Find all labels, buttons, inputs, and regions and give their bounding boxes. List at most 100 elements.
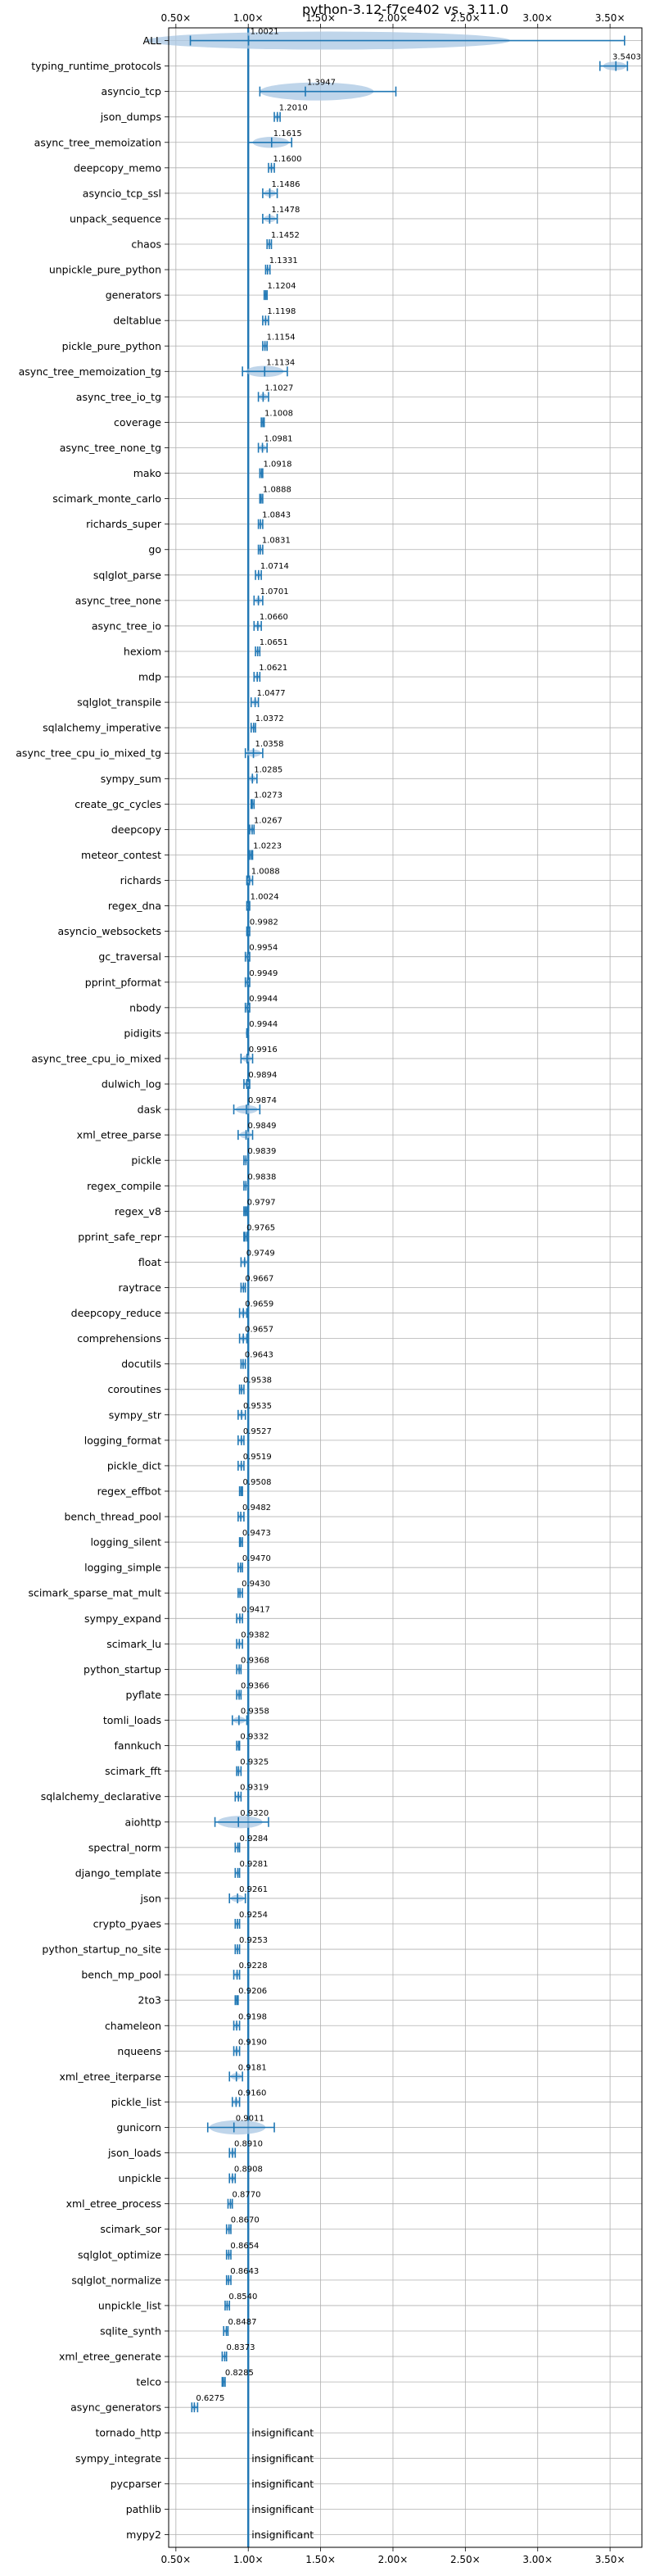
y-tick-label: richards <box>120 874 161 887</box>
y-tick-label: go <box>148 543 161 556</box>
value-label: 0.9284 <box>240 1834 269 1844</box>
y-tick-label: async_tree_cpu_io_mixed <box>31 1052 161 1064</box>
value-label: 1.0273 <box>254 791 282 800</box>
value-label: 0.9949 <box>249 969 278 978</box>
insignificant-label: insignificant <box>251 2478 314 2490</box>
value-label: 1.0660 <box>260 613 288 622</box>
value-label: 1.1486 <box>271 180 300 189</box>
value-label: 0.8373 <box>226 2343 255 2352</box>
value-label: 1.0981 <box>264 435 293 444</box>
x-tick-label-bottom: 1.00× <box>233 2554 264 2565</box>
value-label: 0.9519 <box>243 1453 272 1462</box>
y-tick-label: xml_etree_parse <box>77 1129 162 1141</box>
value-label: 1.0285 <box>254 765 282 774</box>
y-tick-label: sympy_expand <box>84 1612 161 1625</box>
y-tick-label: pidigits <box>124 1027 161 1039</box>
value-label: 0.8770 <box>232 2191 260 2200</box>
y-tick-label: async_tree_io_tg <box>76 391 161 403</box>
value-label: 1.0088 <box>251 868 280 877</box>
value-label: 0.9253 <box>239 1936 268 1945</box>
value-label: 0.8670 <box>231 2216 260 2225</box>
y-tick-label: sympy_sum <box>101 773 161 785</box>
value-label: 1.3947 <box>307 79 336 88</box>
y-tick-label: deepcopy_reduce <box>71 1307 162 1319</box>
value-label: 0.9944 <box>249 995 278 1004</box>
y-tick-label: regex_compile <box>87 1180 161 1192</box>
x-tick-label-bottom: 3.50× <box>595 2554 626 2565</box>
y-tick-label: crypto_pyaes <box>93 1918 161 1930</box>
y-tick-label: raytrace <box>119 1281 162 1294</box>
value-label: 0.8285 <box>225 2369 254 2378</box>
value-label: 0.9527 <box>243 1427 272 1436</box>
value-label: 0.9839 <box>247 1147 276 1156</box>
y-tick-label: regex_dna <box>108 900 161 912</box>
y-tick-label: json_loads <box>107 2147 161 2159</box>
y-tick-label: scimark_fft <box>105 1765 161 1777</box>
x-tick-label-bottom: 0.50× <box>160 2554 191 2565</box>
plot-frame <box>168 27 643 2548</box>
y-tick-label: deepcopy_memo <box>74 161 161 174</box>
value-label: 0.9206 <box>238 1987 267 1996</box>
y-tick-label: nqueens <box>117 2045 161 2057</box>
marks-layer <box>145 28 629 2547</box>
y-tick-label: json_dumps <box>100 111 161 123</box>
value-label: 1.0267 <box>254 816 282 825</box>
value-label: 1.1008 <box>264 409 293 418</box>
y-tick-label: scimark_sparse_mat_mult <box>29 1587 162 1599</box>
value-label: 0.9228 <box>239 1961 268 1971</box>
y-tick-label: scimark_monte_carlo <box>52 492 161 505</box>
value-label: 0.8487 <box>228 2318 256 2327</box>
value-label: 1.1134 <box>266 358 295 367</box>
y-tick-label: pathlib <box>126 2503 161 2515</box>
y-tick-label: telco <box>136 2376 161 2388</box>
value-label: 0.9430 <box>242 1580 270 1589</box>
value-label: 0.9198 <box>238 2012 267 2021</box>
value-label: 0.9368 <box>241 1656 269 1665</box>
x-tick-label-bottom: 2.50× <box>450 2554 481 2565</box>
value-label: 0.9382 <box>241 1630 269 1639</box>
y-tick-label: scimark_lu <box>106 1638 161 1650</box>
y-tick-label: fannkuch <box>115 1739 161 1752</box>
axes-layer: 0.50× 0.50× 1.00× 1.00× 1.50× 1.50× 2.00× 2.00×… <box>16 12 643 2565</box>
value-label: 1.1154 <box>267 333 296 342</box>
y-tick-label: dulwich_log <box>102 1078 161 1091</box>
value-label: 1.0918 <box>263 460 291 469</box>
value-label: 0.9254 <box>239 1911 268 1920</box>
y-tick-label: xml_etree_process <box>66 2197 161 2210</box>
value-label: 0.6275 <box>196 2394 224 2403</box>
value-label: 0.9535 <box>243 1402 272 1411</box>
value-label: 1.0358 <box>255 740 284 749</box>
y-tick-label: unpack_sequence <box>70 212 161 224</box>
value-label: 0.9659 <box>245 1300 273 1309</box>
value-label: 0.9765 <box>246 1223 275 1232</box>
value-label: 1.0021 <box>251 28 279 37</box>
value-label: 0.9849 <box>248 1122 277 1131</box>
y-tick-label: sqlite_synth <box>100 2324 161 2337</box>
value-label: 1.1027 <box>264 383 293 392</box>
y-tick-label: bench_thread_pool <box>64 1511 161 1523</box>
y-tick-label: logging_format <box>84 1434 161 1446</box>
y-tick-label: mdp <box>138 671 161 683</box>
value-label: 1.1615 <box>273 129 302 138</box>
y-tick-label: python_startup_no_site <box>42 1943 161 1956</box>
x-tick-label-bottom: 2.00× <box>378 2554 409 2565</box>
y-tick-label: comprehensions <box>77 1332 161 1345</box>
y-tick-label: regex_effbot <box>97 1485 161 1497</box>
insignificant-label: insignificant <box>251 2528 314 2541</box>
insignificant-label: insignificant <box>251 2503 314 2515</box>
y-tick-label: sympy_str <box>109 1408 162 1421</box>
y-tick-label: float <box>138 1256 161 1268</box>
y-tick-label: gunicorn <box>116 2121 161 2134</box>
value-label: 0.9332 <box>240 1733 269 1742</box>
y-tick-label: xml_etree_generate <box>59 2351 161 2363</box>
value-label: 0.9366 <box>241 1681 269 1690</box>
x-tick-label-top: 2.00× <box>378 12 409 24</box>
value-label: 1.0701 <box>260 587 289 596</box>
value-label: 0.9982 <box>250 918 278 927</box>
y-tick-label: pycparser <box>111 2478 162 2490</box>
value-label: 0.9894 <box>248 1071 277 1080</box>
y-tick-label: mypy2 <box>126 2528 161 2541</box>
x-tick-label-top: 1.50× <box>305 12 336 24</box>
value-label: 1.0843 <box>262 511 291 520</box>
